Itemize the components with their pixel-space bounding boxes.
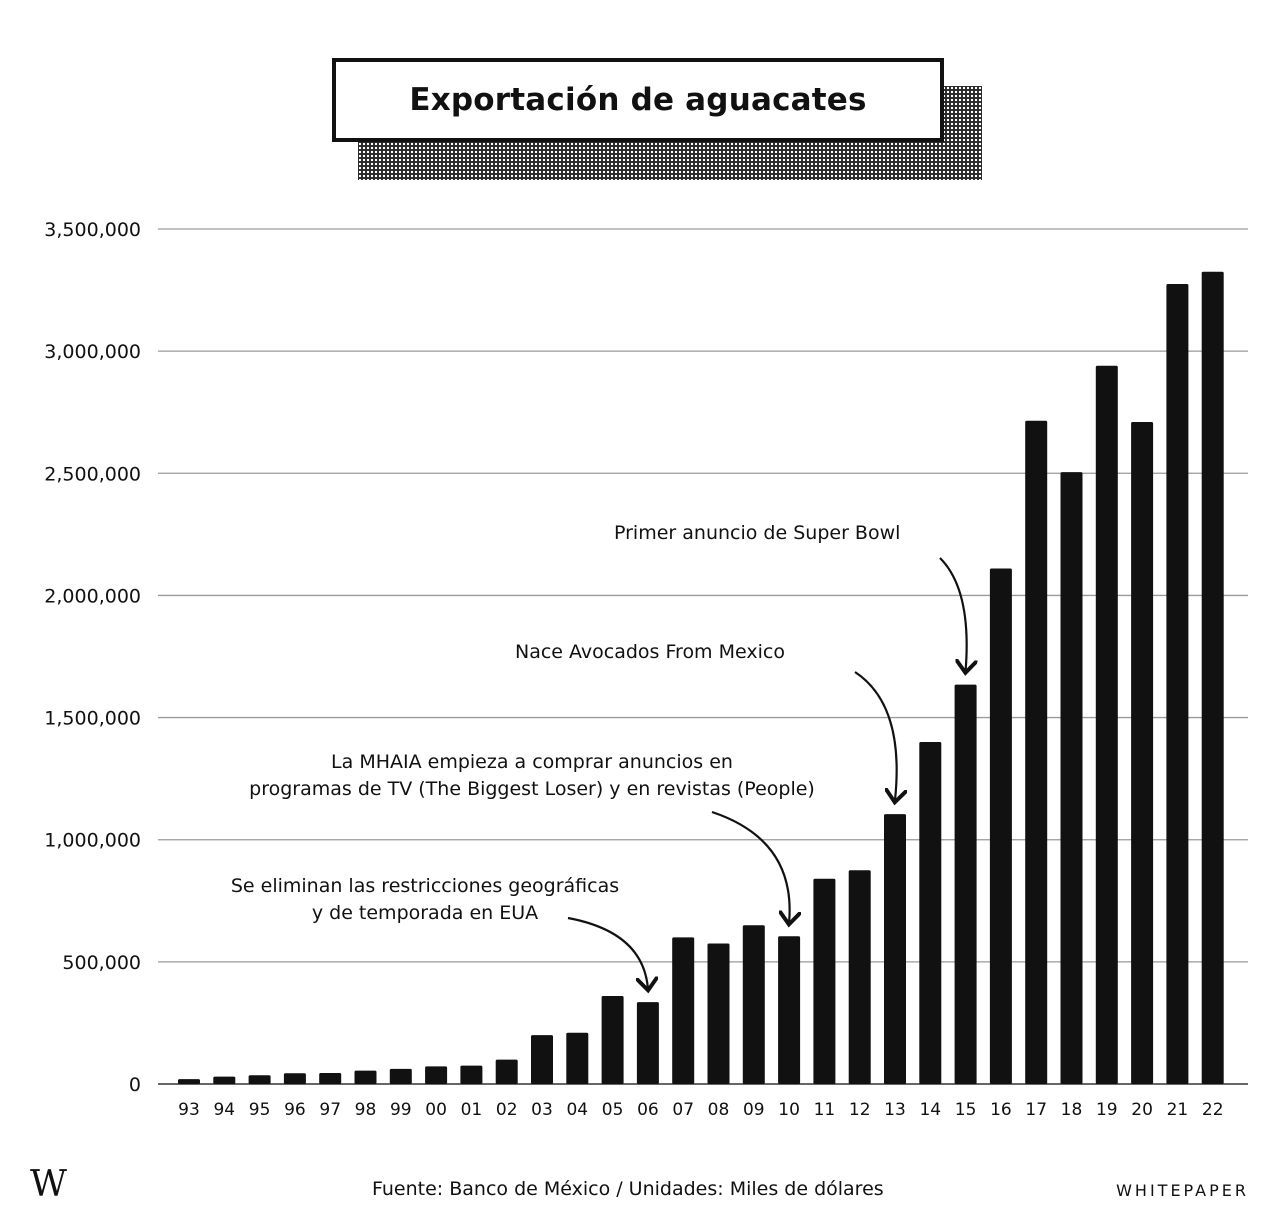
x-tick-label: 12 [849,1100,871,1120]
x-tick-label: 08 [708,1100,730,1120]
bar-94 [213,1076,236,1084]
bar-19 [1095,365,1118,1084]
bar-10 [778,936,801,1084]
x-tick-label: 00 [425,1100,447,1120]
bar-99 [389,1068,412,1084]
bar-00 [425,1066,448,1084]
annotation-line: Se eliminan las restricciones geográfica… [230,875,620,897]
x-tick-label: 98 [355,1100,377,1120]
x-tick-label: 13 [884,1100,906,1120]
annotation-line: y de temporada en EUA [311,902,539,924]
annotation-arrow-15 [939,557,967,671]
bar-14 [919,742,942,1084]
bar-04 [566,1032,589,1084]
x-tick-label: 11 [814,1100,836,1120]
source-note: Fuente: Banco de México / Unidades: Mile… [372,1178,884,1200]
bar-05 [601,996,624,1084]
x-tick-label: 03 [531,1100,553,1120]
bar-21 [1166,283,1189,1084]
bar-93 [178,1079,200,1084]
x-tick-label: 20 [1131,1100,1153,1120]
annotation-mhaia: La MHAIA empieza a comprar anuncios en p… [212,749,852,803]
annotation-arrow-13 [854,671,897,800]
whitepaper-logo: W [30,1164,68,1205]
y-tick-label: 0 [129,1074,141,1096]
bar-95 [248,1075,271,1084]
y-tick-label: 3,500,000 [44,219,141,241]
title-box: Exportación de aguacates [332,58,944,142]
bar-02 [495,1059,518,1084]
bar-17 [1025,420,1048,1084]
x-tick-label: 18 [1061,1100,1083,1120]
y-tick-label: 3,000,000 [44,341,141,363]
annotation-avocados-from-mexico: Nace Avocados From Mexico [515,639,785,666]
bar-07 [672,937,695,1084]
bar-98 [354,1070,377,1084]
bar-97 [319,1073,342,1084]
annotation-arrow-10 [711,810,790,922]
y-axis: 0 500,000 1,000,000 1,500,000 2,000,000 2,500… [44,219,141,1096]
bar-09 [742,925,765,1084]
annotation-line: La MHAIA empieza a comprar anuncios en [331,751,733,773]
y-tick-label: 2,000,000 [44,585,141,607]
bar-08 [707,943,730,1084]
annotation-line: Nace Avocados From Mexico [515,641,785,663]
bar-20 [1131,421,1154,1084]
annotation-restricciones: Se eliminan las restricciones geográfica… [205,873,645,927]
annotation-line: Primer anuncio de Super Bowl [614,522,901,544]
bar-13 [884,814,906,1084]
x-tick-label: 01 [461,1100,483,1120]
bar-15 [954,684,977,1084]
x-tick-label: 02 [496,1100,518,1120]
x-tick-label: 17 [1025,1100,1047,1120]
annotation-arrows [567,557,967,988]
x-tick-label: 10 [778,1100,800,1120]
x-tick-label: 94 [213,1100,235,1120]
x-tick-label: 05 [602,1100,624,1120]
bars [178,271,1224,1084]
x-tick-label: 06 [637,1100,659,1120]
bar-01 [460,1065,483,1084]
bar-11 [813,878,836,1084]
x-tick-label: 96 [284,1100,306,1120]
x-tick-label: 22 [1202,1100,1224,1120]
x-tick-label: 93 [178,1100,200,1120]
bar-16 [989,568,1012,1084]
y-tick-label: 1,000,000 [44,830,141,852]
x-tick-label: 97 [319,1100,341,1120]
annotation-line: programas de TV (The Biggest Loser) y en… [249,778,815,800]
brand-name: WHITEPAPER [1116,1181,1249,1200]
x-tick-label: 04 [566,1100,588,1120]
bar-96 [283,1073,306,1084]
x-tick-label: 19 [1096,1100,1118,1120]
x-tick-label: 15 [955,1100,977,1120]
x-tick-label: 95 [249,1100,271,1120]
x-tick-label: 21 [1167,1100,1189,1120]
x-tick-label: 09 [743,1100,765,1120]
y-tick-label: 1,500,000 [44,708,141,730]
x-tick-label: 16 [990,1100,1012,1120]
annotation-super-bowl: Primer anuncio de Super Bowl [614,520,900,547]
bar-22 [1201,271,1224,1084]
y-tick-label: 2,500,000 [44,463,141,485]
annotation-arrow-06 [567,916,648,988]
x-tick-label: 14 [919,1100,941,1120]
x-tick-label: 07 [672,1100,694,1120]
bar-18 [1060,472,1083,1084]
bar-03 [531,1035,553,1084]
bar-06 [636,1002,659,1084]
chart-title: Exportación de aguacates [409,82,867,118]
bar-12 [848,870,871,1084]
x-axis: 93 94 95 96 97 98 99 00 01 02 03 04 05 06 07 08 09 10 11 12… [178,1100,1223,1120]
y-tick-label: 500,000 [62,952,141,974]
x-tick-label: 99 [390,1100,412,1120]
